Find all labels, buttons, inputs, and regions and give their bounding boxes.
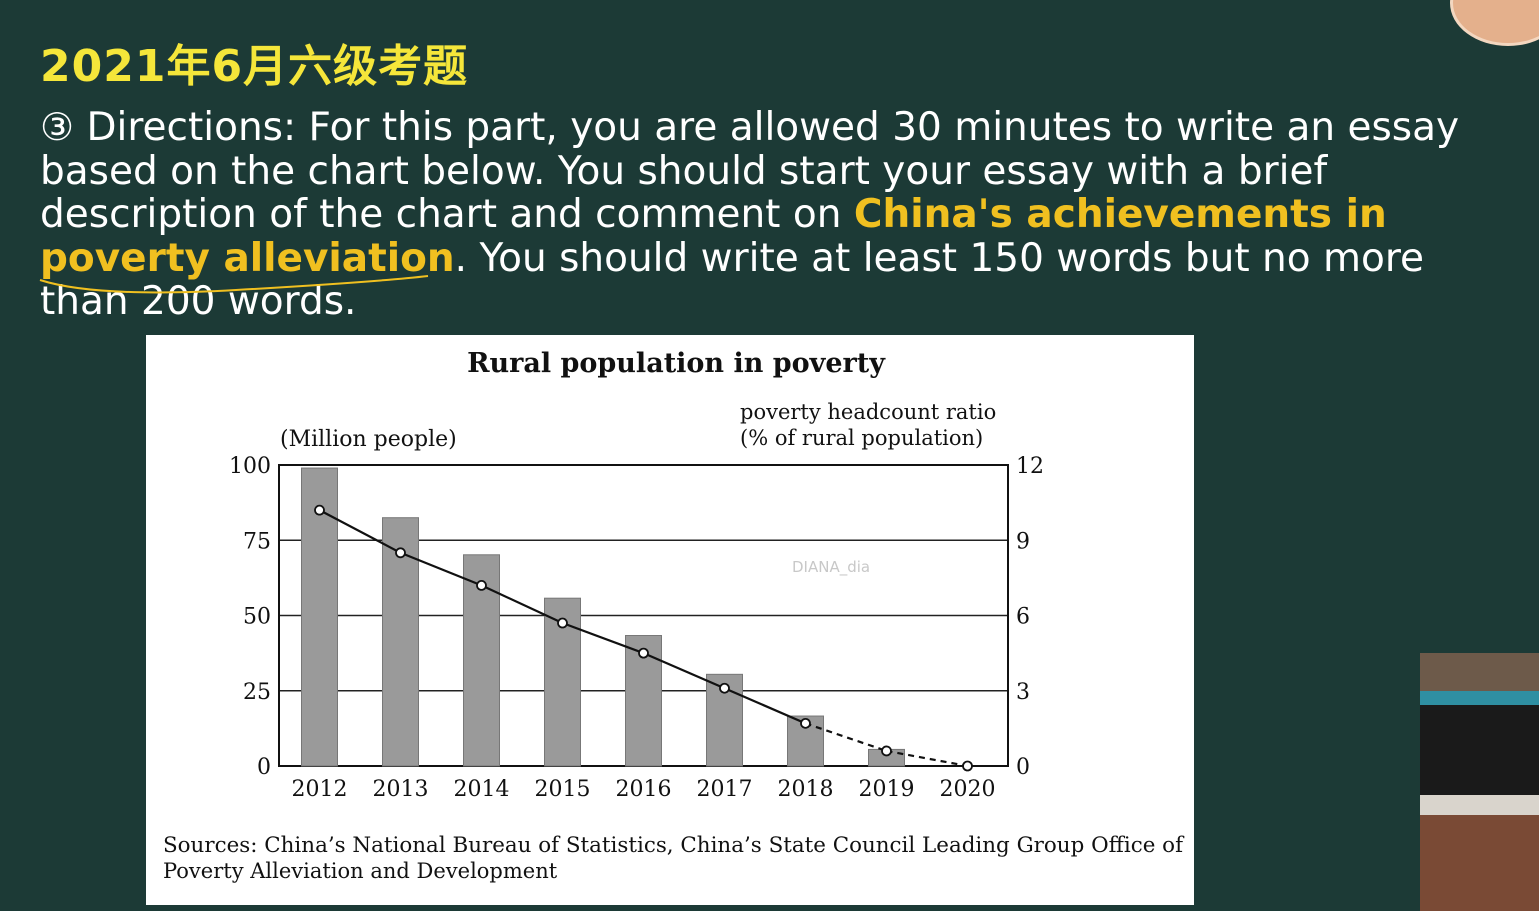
x-tick-label: 2019 bbox=[859, 777, 915, 802]
ratio-line-segment bbox=[481, 584, 563, 625]
handwritten-underline bbox=[39, 275, 429, 294]
y2-tick-label: 9 bbox=[1016, 529, 1030, 554]
directions-text: ③ Directions: For this part, you are all… bbox=[40, 105, 1500, 324]
y-tick-label: 0 bbox=[257, 755, 271, 780]
x-tick-label: 2016 bbox=[616, 777, 672, 802]
x-tick-label: 2015 bbox=[535, 777, 591, 802]
x-tick-label: 2020 bbox=[940, 777, 996, 802]
presenter-avatar-image bbox=[1450, 0, 1539, 46]
chart-panel: Rural population in poverty (Million peo… bbox=[146, 335, 1194, 905]
y-tick-label: 100 bbox=[229, 454, 271, 479]
y-tick-label: 75 bbox=[243, 529, 271, 554]
y2-tick-label: 6 bbox=[1016, 605, 1030, 630]
x-tick-label: 2014 bbox=[454, 777, 510, 802]
y-axis-label: (Million people) bbox=[280, 427, 457, 452]
source-line-1: Sources: China’s National Bureau of Stat… bbox=[163, 833, 1185, 857]
ratio-point bbox=[395, 547, 406, 559]
y-tick-label: 50 bbox=[243, 605, 271, 630]
webcam-overlay bbox=[1420, 653, 1539, 911]
source-line-2: Poverty Alleviation and Development bbox=[163, 859, 558, 883]
y2-tick-label: 12 bbox=[1016, 454, 1044, 479]
ratio-line-segment bbox=[886, 749, 968, 768]
bar bbox=[544, 597, 581, 767]
ratio-line-segment bbox=[318, 509, 402, 554]
directions-part1: Directions: For this part, you are allow… bbox=[40, 105, 1460, 237]
directions-part2: . You should write at least 150 words bu… bbox=[40, 235, 1425, 324]
ratio-line-segment bbox=[724, 687, 806, 725]
watermark-text: DIANA_dia bbox=[792, 558, 870, 577]
y2-tick-label: 0 bbox=[1016, 755, 1030, 780]
ratio-point bbox=[638, 647, 649, 659]
ratio-line-segment bbox=[562, 621, 644, 655]
x-tick-label: 2013 bbox=[373, 777, 429, 802]
slide-title: 2021年6月六级考题 bbox=[40, 41, 469, 92]
ratio-point bbox=[476, 579, 487, 591]
y2-axis-label-line1: poverty headcount ratio bbox=[740, 400, 996, 424]
circled-number: ③ bbox=[40, 105, 75, 149]
chart-svg: Rural population in poverty (Million peo… bbox=[163, 348, 1185, 883]
ratio-point bbox=[719, 682, 730, 694]
ratio-point bbox=[881, 745, 892, 757]
directions-highlight: China's achievements in poverty alleviat… bbox=[40, 192, 1387, 281]
y2-tick-label: 3 bbox=[1016, 680, 1030, 705]
y2-axis-label-line2: (% of rural population) bbox=[740, 426, 983, 450]
ratio-line-segment bbox=[400, 551, 482, 587]
bar bbox=[382, 517, 419, 767]
chart-title: Rural population in poverty bbox=[467, 348, 886, 379]
x-tick-label: 2012 bbox=[292, 777, 348, 802]
y-tick-label: 25 bbox=[243, 680, 271, 705]
ratio-line-segment bbox=[805, 722, 887, 752]
ratio-point bbox=[962, 760, 973, 772]
ratio-point bbox=[557, 617, 568, 629]
x-tick-label: 2018 bbox=[778, 777, 834, 802]
x-tick-label: 2017 bbox=[697, 777, 753, 802]
ratio-point bbox=[314, 504, 325, 516]
ratio-line-segment bbox=[643, 652, 725, 690]
ratio-point bbox=[800, 717, 811, 729]
